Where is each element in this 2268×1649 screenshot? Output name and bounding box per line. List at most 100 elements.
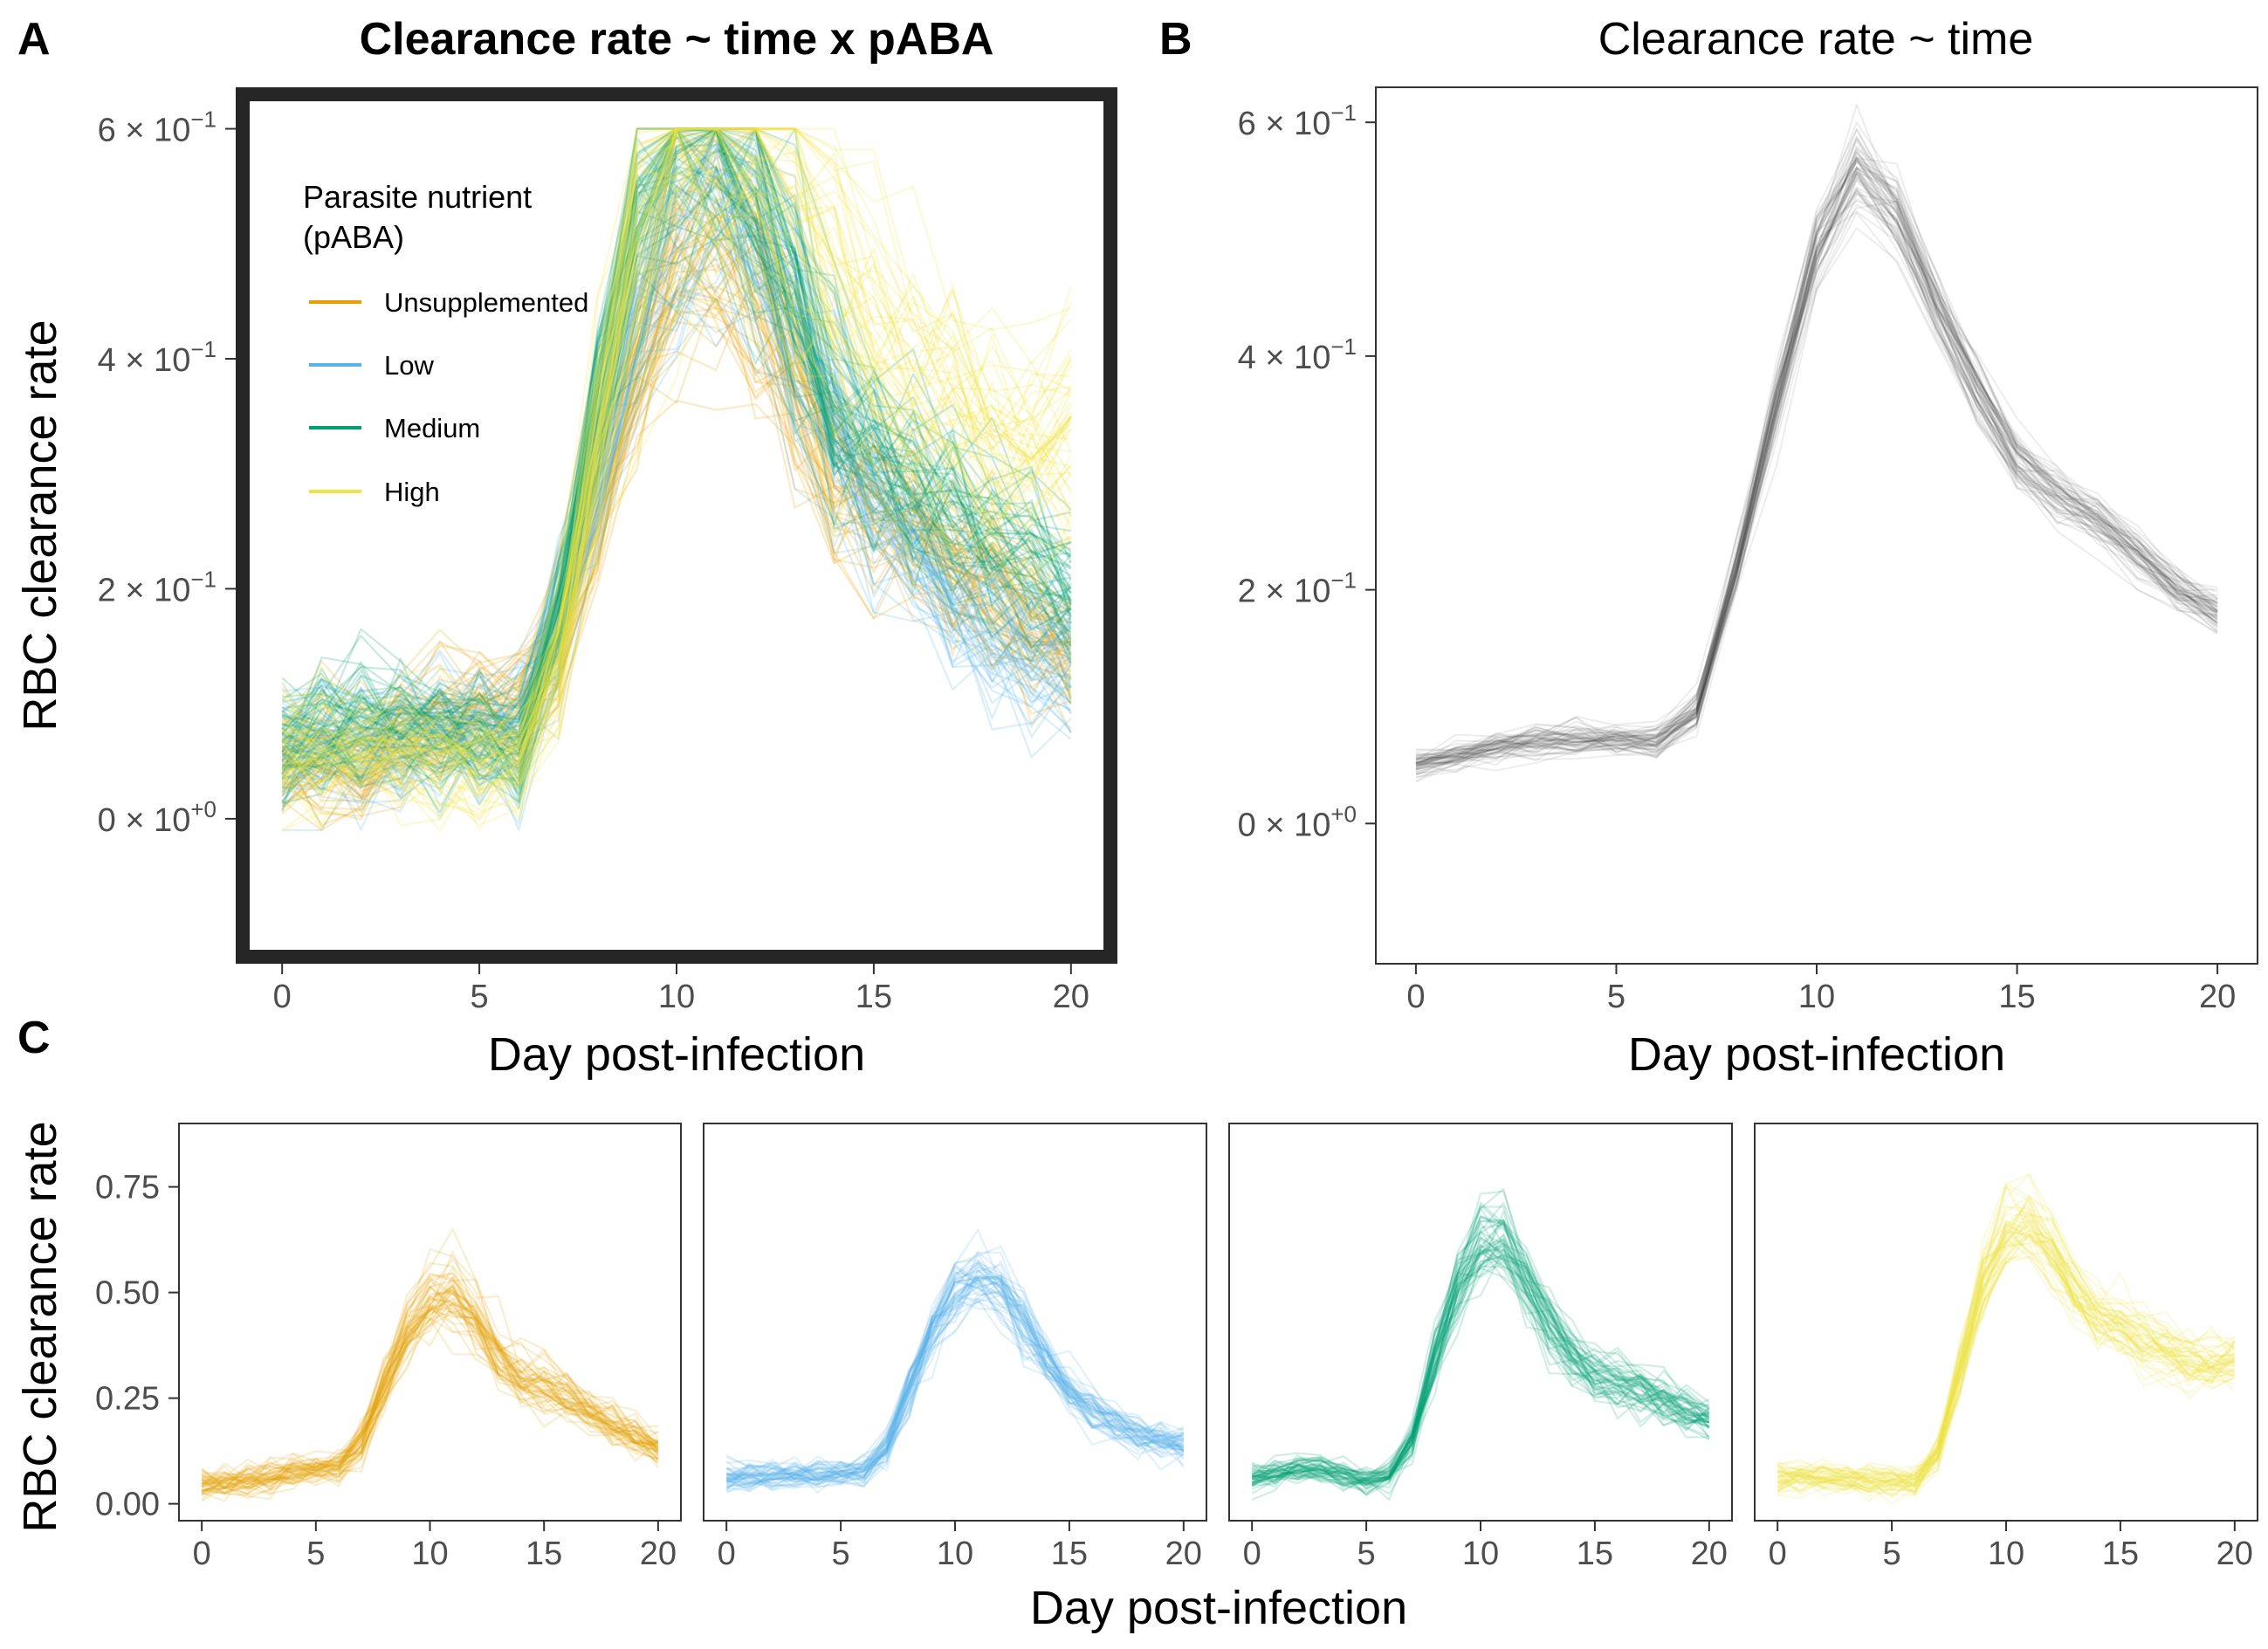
legend: Parasite nutrient (pABA) Unsupplemented … bbox=[303, 179, 588, 507]
panel-a-low-line-22 bbox=[281, 165, 1072, 765]
panel-a-low-line-52 bbox=[281, 127, 1072, 798]
panel-c-low-line-46 bbox=[726, 1261, 1184, 1482]
panel-c-high-line-34 bbox=[1777, 1219, 2236, 1493]
panel-a-unsupplemented-line-23 bbox=[282, 127, 1071, 781]
panel-a-low-line-14 bbox=[281, 127, 1072, 750]
panel-a-unsupplemented-line-20 bbox=[281, 264, 1072, 811]
panel-a-low-line-53 bbox=[281, 129, 1072, 759]
panel-a-unsupplemented-line-4 bbox=[281, 174, 1072, 768]
panel-c-high-line-27 bbox=[1777, 1196, 2236, 1493]
panel-a-frame bbox=[236, 87, 1117, 964]
panel-c-unsupplemented-line-39 bbox=[201, 1295, 659, 1494]
panel-a-medium-line-1 bbox=[281, 127, 1072, 804]
panel-a-unsupplemented-line-45 bbox=[282, 182, 1072, 779]
panel-c-low-line-10 bbox=[726, 1277, 1185, 1488]
panel-c-unsupplemented-x-tick-label: 10 bbox=[411, 1536, 448, 1572]
panel-a-high-line-4 bbox=[281, 127, 1072, 765]
panel-b-x-tick-label: 5 bbox=[1607, 979, 1625, 1015]
panel-c-facet-low: 0 5 10 15 20 bbox=[703, 1123, 1207, 1572]
panel-a-unsupplemented-line-12 bbox=[281, 176, 1072, 811]
panel-c-y-tick-label: 0.25 bbox=[95, 1381, 160, 1418]
panel-c-y-tick-label: 0.50 bbox=[95, 1275, 160, 1312]
panel-a-high-line-1 bbox=[281, 127, 1072, 761]
panel-c-high-line-35 bbox=[1777, 1233, 2236, 1483]
panel-a-high-line-47 bbox=[281, 127, 1072, 787]
panel-c-x-axis-title: Day post-infection bbox=[1030, 1582, 1407, 1634]
panel-a-unsupplemented-line-17 bbox=[282, 182, 1072, 749]
panel-b-mean-line-50 bbox=[1415, 165, 2218, 776]
panel-c-medium-x-tick-label: 5 bbox=[1357, 1536, 1376, 1572]
panel-c-low-line-8 bbox=[726, 1251, 1184, 1483]
legend-label-unsupplemented: Unsupplemented bbox=[384, 287, 588, 318]
panel-a-medium-line-19 bbox=[281, 127, 1072, 791]
panel-a-low-line-3 bbox=[281, 149, 1072, 766]
panel-c-unsupplemented-line-17 bbox=[201, 1298, 659, 1492]
panel-c-high-line-24 bbox=[1777, 1213, 2236, 1488]
panel-b-y-tick-label: 6 × 10−1 bbox=[1238, 100, 1357, 142]
panel-a-low-line-43 bbox=[281, 127, 1072, 772]
panel-c-unsupplemented-line-5 bbox=[201, 1280, 659, 1488]
panel-c-medium-x-tick-label: 0 bbox=[1243, 1536, 1261, 1572]
panel-a-high-line-49 bbox=[281, 163, 1072, 832]
panel-c-medium-line-7 bbox=[1251, 1246, 1710, 1489]
panel-c-y-tick-label: 0.75 bbox=[95, 1170, 160, 1206]
panel-b-mean-line-7 bbox=[1415, 170, 2218, 756]
panel-c-high-line-19 bbox=[1777, 1255, 2235, 1494]
panel-c-high-line-48 bbox=[1777, 1218, 2236, 1494]
panel-a-medium-line-36 bbox=[281, 127, 1072, 774]
panel-c-high-line-39 bbox=[1777, 1182, 2236, 1488]
panel-c-medium-line-0 bbox=[1251, 1238, 1710, 1488]
panel-a-high-line-15 bbox=[281, 127, 1072, 832]
panel-a-medium-line-20 bbox=[281, 127, 1072, 804]
panel-c: 0 5 10 15 20 0.00 0.25 0.50 0.75 0 5 10 15 20 0 5 10 15 20… bbox=[14, 1121, 2258, 1634]
panel-c-low-line-23 bbox=[726, 1300, 1185, 1488]
panel-a-high-line-37 bbox=[281, 171, 1072, 783]
panel-a-low-line-44 bbox=[281, 127, 1072, 753]
panel-b-x-tick-label: 15 bbox=[1998, 979, 2035, 1015]
panel-b-mean-line-24 bbox=[1415, 151, 2218, 763]
panel-a-medium-line-39 bbox=[281, 144, 1072, 770]
panel-c-low-line-35 bbox=[726, 1263, 1185, 1481]
panel-c-high-line-13 bbox=[1777, 1223, 2236, 1492]
panel-a-unsupplemented-line-21 bbox=[281, 217, 1072, 829]
panel-c-facet-medium: 0 5 10 15 20 bbox=[1228, 1123, 1733, 1572]
panel-a-medium-line-53 bbox=[281, 127, 1072, 766]
panel-c-low-line-18 bbox=[725, 1261, 1185, 1481]
panel-c-high-line-41 bbox=[1777, 1185, 2236, 1494]
panel-c-unsupplemented-line-29 bbox=[201, 1317, 659, 1502]
panel-b-mean-line-27 bbox=[1415, 200, 2218, 771]
panel-b-x-tick-label: 20 bbox=[2199, 979, 2236, 1015]
panel-a-unsupplemented-line-13 bbox=[281, 288, 1072, 791]
panel-c-high-line-9 bbox=[1777, 1250, 2236, 1495]
panel-c-unsupplemented-line-30 bbox=[201, 1285, 659, 1502]
panel-a-unsupplemented-line-5 bbox=[281, 167, 1072, 793]
panel-a-high-line-13 bbox=[281, 127, 1071, 773]
panel-a-high-line-17 bbox=[282, 127, 1072, 809]
panel-b-mean-line-47 bbox=[1415, 155, 2218, 774]
panel-a-high-line-40 bbox=[281, 127, 1072, 783]
panel-c-high-line-1 bbox=[1777, 1231, 2236, 1489]
panel-a-low-line-47 bbox=[281, 274, 1072, 807]
panel-b-mean-line-26 bbox=[1415, 173, 2218, 772]
panel-a-high-line-45 bbox=[281, 187, 1072, 810]
panel-a-unsupplemented-line-53 bbox=[281, 214, 1072, 817]
panel-a-unsupplemented-line-11 bbox=[281, 127, 1072, 789]
panel-b-mean-line-32 bbox=[1415, 157, 2218, 763]
panel-a-high-line-31 bbox=[281, 127, 1072, 793]
panel-c-high-line-42 bbox=[1777, 1239, 2235, 1488]
panel-c-medium-line-8 bbox=[1251, 1220, 1710, 1481]
panel-a-low-line-10 bbox=[281, 127, 1072, 756]
panel-a-high-line-8 bbox=[281, 127, 1072, 832]
panel-b-mean-line-9 bbox=[1415, 159, 2218, 759]
panel-a-unsupplemented-line-50 bbox=[282, 139, 1072, 741]
panel-b-mean-line-55 bbox=[1415, 200, 2218, 766]
panel-a-medium-line-30 bbox=[281, 127, 1072, 812]
panel-b-x-tick-label: 10 bbox=[1798, 979, 1835, 1015]
panel-c-unsupplemented-x-tick-label: 0 bbox=[193, 1536, 211, 1572]
panel-b-mean-line-34 bbox=[1415, 176, 2218, 783]
panel-c-unsupplemented-line-46 bbox=[201, 1302, 659, 1495]
panel-c-low-line-33 bbox=[725, 1279, 1185, 1481]
panel-b-mean-line-59 bbox=[1415, 161, 2218, 765]
panel-a-medium-line-50 bbox=[282, 127, 1072, 743]
panel-a-medium-line-37 bbox=[281, 127, 1072, 806]
